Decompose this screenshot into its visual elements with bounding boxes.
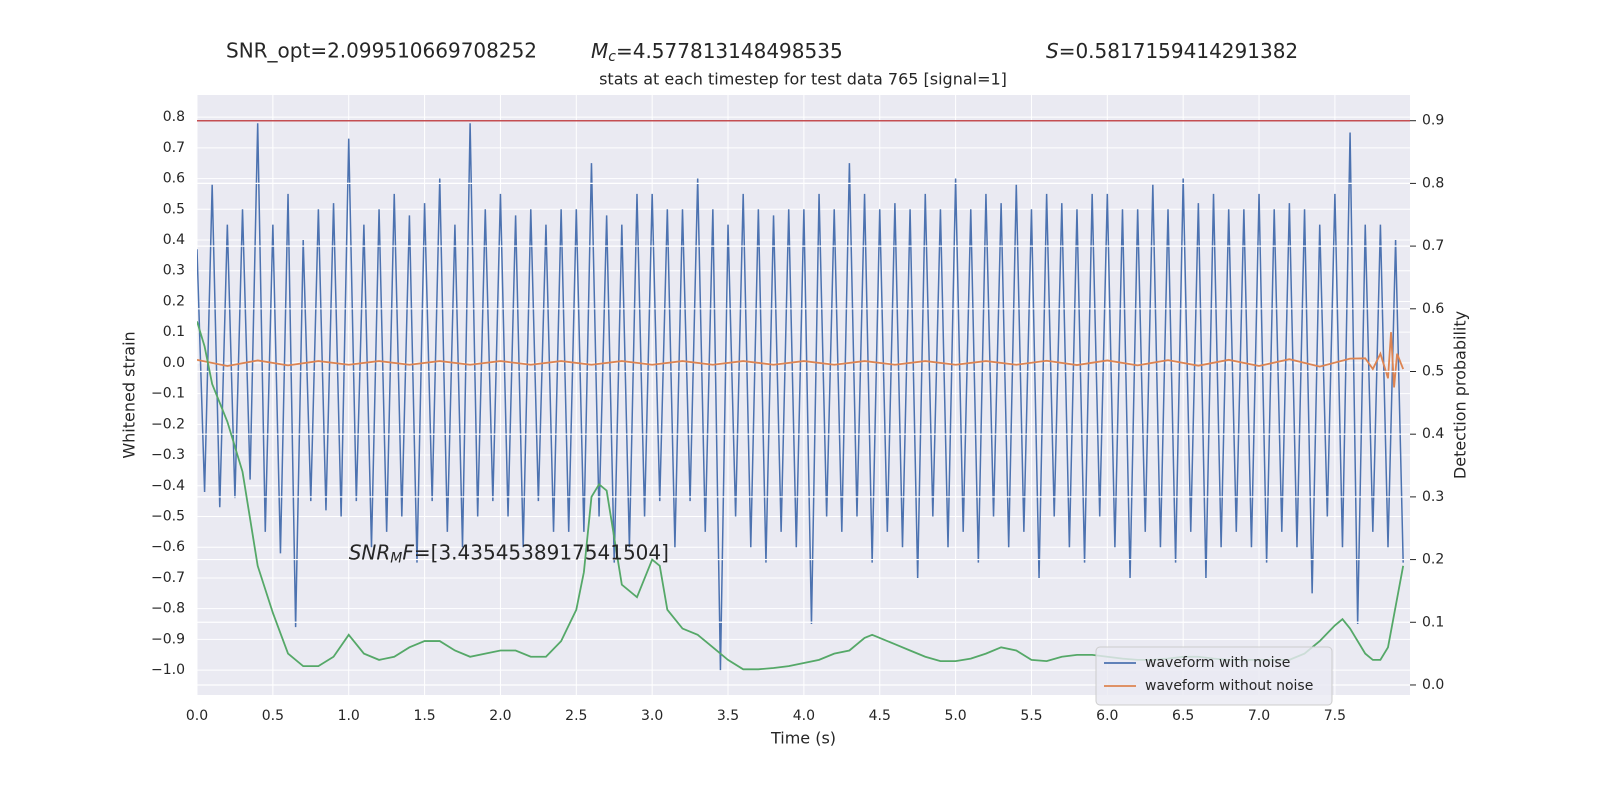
y-tick-label: −0.7: [151, 570, 185, 586]
y-tick-label: −0.2: [151, 416, 185, 432]
annotation: S=0.5817159414291382: [1046, 39, 1298, 63]
x-tick-label: 6.5: [1172, 708, 1194, 724]
annotation-text: =[3.4354538917541504]: [414, 540, 669, 564]
x-tick-label: 0.5: [262, 708, 284, 724]
y-tick-label: 0.6: [163, 171, 185, 187]
annotation-symbol: M: [591, 39, 608, 63]
x-tick-label: 3.0: [641, 708, 663, 724]
y-tick-label: −0.6: [151, 539, 185, 555]
x-tick-label: 7.5: [1324, 708, 1346, 724]
chart-title: stats at each timestep for test data 765…: [599, 70, 1007, 89]
y2-tick-label: 0.9: [1422, 113, 1444, 129]
y-tick-label: −0.1: [151, 386, 185, 402]
y-tick-label: 0.1: [163, 324, 185, 340]
annotation-text: =0.5817159414291382: [1059, 39, 1298, 63]
y-tick-label: 0.5: [163, 201, 185, 217]
y-tick-label: −0.9: [151, 631, 185, 647]
y-tick-label: −1.0: [151, 662, 185, 678]
annotation-subscript: M: [390, 550, 402, 566]
y-tick-label: −0.3: [151, 447, 185, 463]
y-tick-label: 0.8: [163, 109, 185, 125]
x-axis-label: Time (s): [770, 729, 836, 748]
y-tick-label: 0.2: [163, 293, 185, 309]
x-tick-label: 1.5: [413, 708, 435, 724]
y2-tick-label: 0.0: [1422, 677, 1444, 693]
x-tick-label: 2.5: [565, 708, 587, 724]
y-tick-label: 0.4: [163, 232, 185, 248]
legend-label: waveform without noise: [1145, 678, 1313, 694]
y2-tick-label: 0.4: [1422, 426, 1444, 442]
x-tick-label: 4.0: [793, 708, 815, 724]
annotation-text: =4.577813148498535: [616, 39, 843, 63]
annotation-symbol: SNR: [349, 540, 391, 564]
x-tick-label: 5.0: [944, 708, 966, 724]
x-tick-label: 1.0: [338, 708, 360, 724]
y-tick-label: 0.3: [163, 263, 185, 279]
series-line: [197, 332, 1405, 388]
legend-label: waveform with noise: [1145, 655, 1290, 671]
y2-tick-label: 0.6: [1422, 301, 1444, 317]
y-tick-label: −0.5: [151, 509, 185, 525]
series-line: [197, 123, 1404, 671]
x-tick-label: 6.0: [1096, 708, 1118, 724]
annotation: SNR_opt=2.099510669708252: [226, 39, 537, 63]
y-tick-label: −0.4: [151, 478, 185, 494]
x-tick-label: 2.0: [489, 708, 511, 724]
x-tick-label: 4.5: [869, 708, 891, 724]
x-tick-label: 5.5: [1020, 708, 1042, 724]
y2-tick-label: 0.1: [1422, 614, 1444, 630]
annotation: Mc=4.577813148498535: [591, 39, 843, 66]
y-tick-label: 0.0: [163, 355, 185, 371]
x-tick-label: 3.5: [717, 708, 739, 724]
annotation-subscript: c: [608, 49, 616, 65]
x-tick-label: 7.0: [1248, 708, 1270, 724]
annotation-symbol: S: [1046, 39, 1059, 63]
annotation: SNRMF=[3.4354538917541504]: [349, 540, 669, 567]
y-tick-label: 0.7: [163, 140, 185, 156]
y2-axis-label: Detection probability: [1451, 311, 1470, 479]
x-tick-label: 0.0: [186, 708, 208, 724]
annotation-suffix: F: [402, 540, 414, 564]
y2-tick-label: 0.7: [1422, 238, 1444, 254]
legend-box: [1095, 646, 1333, 706]
y2-tick-label: 0.2: [1422, 552, 1444, 568]
y2-tick-label: 0.5: [1422, 363, 1444, 379]
y2-tick-label: 0.3: [1422, 489, 1444, 505]
y-tick-label: −0.8: [151, 601, 185, 617]
y-axis-label: Whitened strain: [120, 331, 139, 458]
y2-tick-label: 0.8: [1422, 175, 1444, 191]
